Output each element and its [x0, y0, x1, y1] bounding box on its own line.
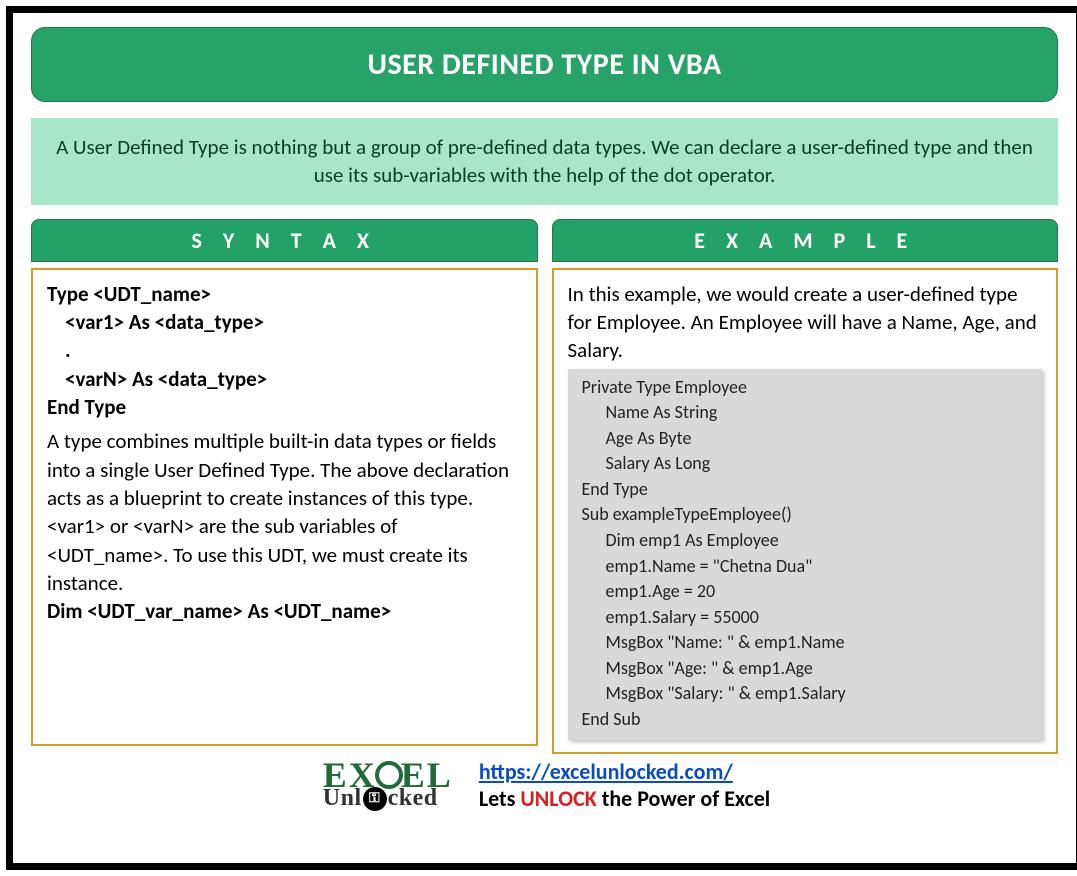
page-title: USER DEFINED TYPE IN VBA [31, 27, 1058, 102]
code-line: MsgBox "Salary: " & emp1.Salary [576, 681, 1035, 707]
example-column: E X A M P L E In this example, we would … [552, 219, 1059, 755]
code-line: emp1.Name = "Chetna Dua" [576, 554, 1035, 580]
code-line: Salary As Long [576, 451, 1035, 477]
code-line: MsgBox "Age: " & emp1.Age [576, 656, 1035, 682]
code-line: emp1.Age = 20 [576, 579, 1035, 605]
code-line: MsgBox "Name: " & emp1.Name [576, 630, 1035, 656]
syntax-line: . [47, 336, 522, 364]
example-intro: In this example, we would create a user-… [568, 280, 1043, 365]
code-line: End Sub [576, 707, 1035, 733]
tagline-pre: Lets [479, 785, 521, 812]
logo-text: Unl [323, 788, 362, 808]
keyhole-icon: ⚿ [363, 787, 387, 811]
code-line: Name As String [576, 400, 1035, 426]
syntax-line: <varN> As <data_type> [47, 365, 522, 393]
syntax-line: Type <UDT_name> [47, 280, 522, 308]
example-body: In this example, we would create a user-… [552, 268, 1059, 755]
brand-logo: EX EL Unl ⚿ cked [319, 760, 453, 811]
site-link[interactable]: https://excelunlocked.com/ [479, 758, 733, 785]
code-line: Private Type Employee [576, 375, 1035, 401]
syntax-line: End Type [47, 393, 522, 421]
tagline-post: the Power of Excel [597, 785, 770, 812]
syntax-explain: A type combines multiple built-in data t… [47, 427, 522, 597]
footer: EX EL Unl ⚿ cked https://excelunlocked.c… [31, 758, 1058, 812]
syntax-dim-line: Dim <UDT_var_name> As <UDT_name> [47, 597, 522, 625]
code-line: emp1.Salary = 55000 [576, 605, 1035, 631]
syntax-code-block: Type <UDT_name> <var1> As <data_type> . … [47, 280, 522, 422]
description-box: A User Defined Type is nothing but a gro… [31, 118, 1058, 205]
syntax-body: Type <UDT_name> <var1> As <data_type> . … [31, 268, 538, 746]
syntax-line: <var1> As <data_type> [47, 308, 522, 336]
tagline: Lets UNLOCK the Power of Excel [479, 785, 770, 812]
example-code-panel: Private Type Employee Name As String Age… [568, 369, 1043, 741]
logo-ring-icon [375, 761, 403, 789]
code-line: Age As Byte [576, 426, 1035, 452]
syntax-heading: S Y N T A X [31, 219, 538, 262]
logo-text: cked [388, 788, 438, 808]
logo-bottom-text: Unl ⚿ cked [323, 787, 438, 811]
syntax-column: S Y N T A X Type <UDT_name> <var1> As <d… [31, 219, 538, 755]
code-line: Dim emp1 As Employee [576, 528, 1035, 554]
footer-text-block: https://excelunlocked.com/ Lets UNLOCK t… [479, 758, 770, 812]
tagline-unlock: UNLOCK [520, 785, 596, 812]
two-column-layout: S Y N T A X Type <UDT_name> <var1> As <d… [31, 219, 1058, 755]
code-line: Sub exampleTypeEmployee() [576, 502, 1035, 528]
example-heading: E X A M P L E [552, 219, 1059, 262]
infographic-frame: USER DEFINED TYPE IN VBA A User Defined … [6, 6, 1077, 870]
code-line: End Type [576, 477, 1035, 503]
